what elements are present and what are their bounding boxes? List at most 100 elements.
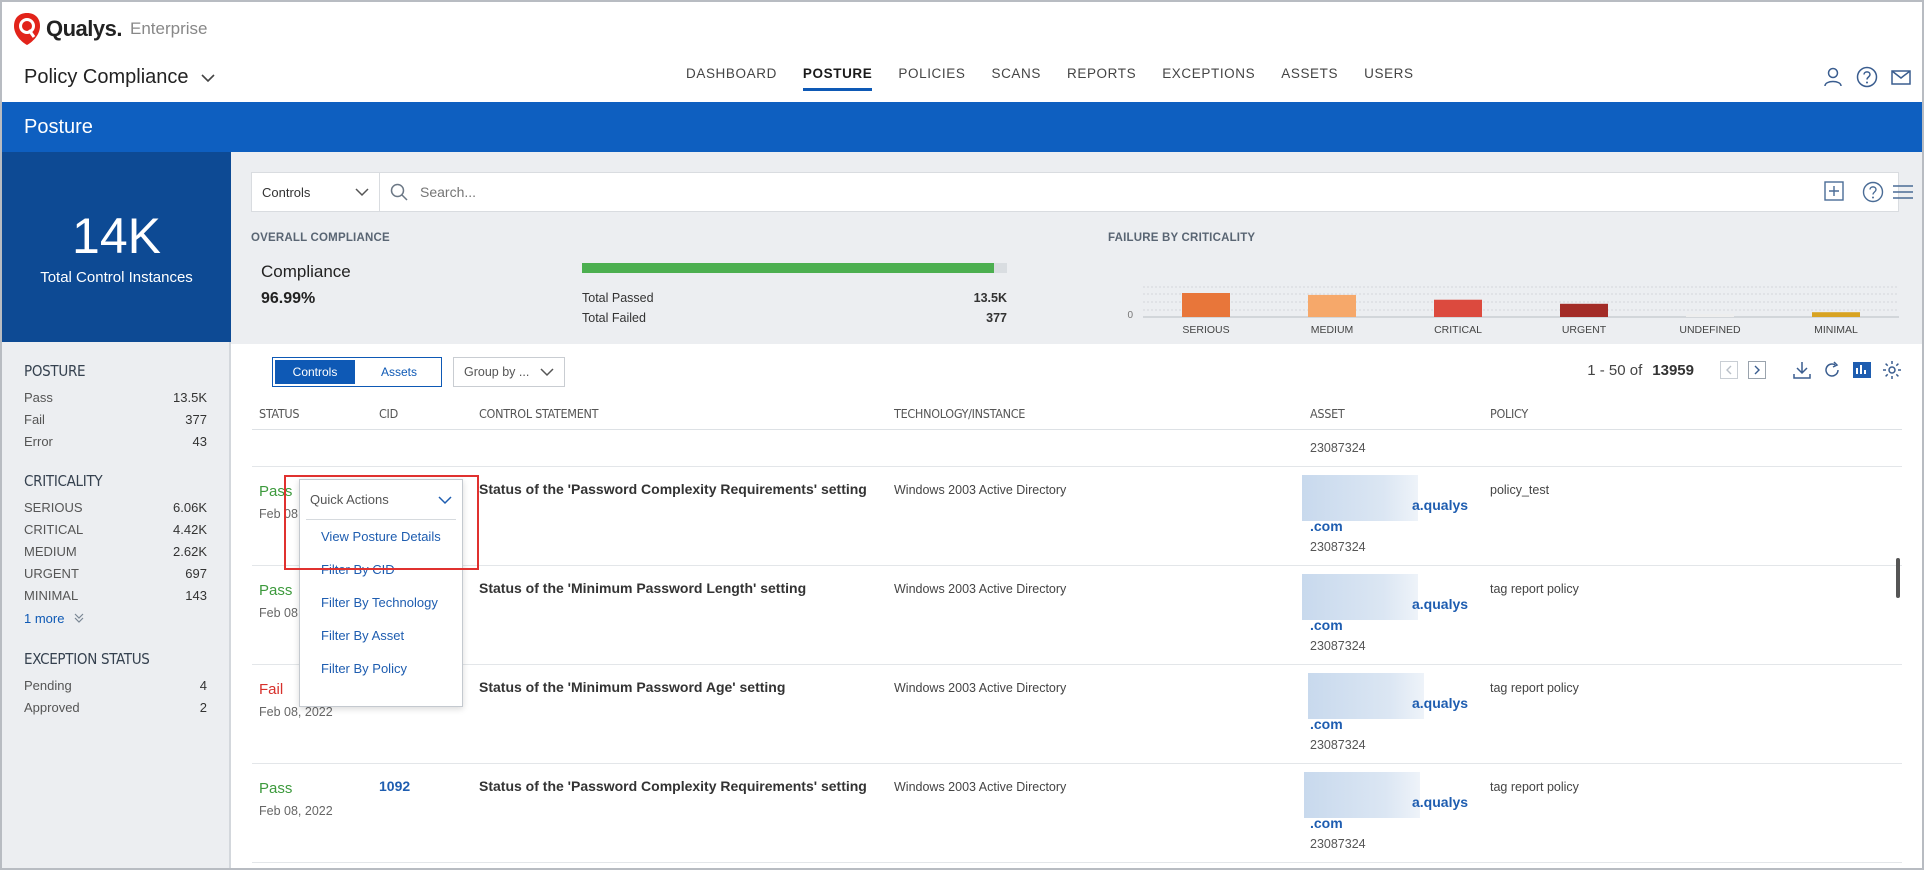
filter-medium[interactable]: MEDIUM 2.62K — [24, 540, 207, 562]
chevron-down-icon — [540, 368, 554, 377]
nav-dashboard[interactable]: DASHBOARD — [686, 66, 777, 81]
asset-host-link[interactable]: a.qualys — [1412, 695, 1469, 711]
chart-category-label: UNDEFINED — [1679, 324, 1741, 336]
nav-users[interactable]: USERS — [1364, 66, 1414, 81]
cid-link[interactable]: 1092 — [379, 778, 411, 794]
mail-icon[interactable] — [1890, 66, 1912, 88]
columns-icon[interactable] — [1852, 360, 1872, 380]
policy-name: policy_test — [1490, 483, 1550, 497]
column-header-technology[interactable]: TECHNOLOGY/INSTANCE — [894, 406, 1026, 421]
chevron-right-icon — [1754, 365, 1760, 375]
chart-bar-minimal — [1812, 312, 1860, 317]
table-row[interactable]: Pass Feb 08, 2022 1092 Status of the 'Pa… — [252, 764, 1902, 863]
asset-domain-link[interactable]: .com — [1310, 617, 1343, 633]
search-help-icon[interactable] — [1862, 181, 1884, 203]
summary-panel: Controls OVERALL COMPLIANCE Compliance 9… — [231, 152, 1922, 344]
filter-approved[interactable]: Approved 2 — [24, 696, 207, 718]
filter-count: 4.42K — [173, 521, 207, 537]
nav-policies[interactable]: POLICIES — [898, 66, 966, 81]
page-title-bar: Posture — [2, 102, 1922, 152]
filter-error[interactable]: Error 43 — [24, 430, 207, 452]
asset-host-link[interactable]: a.qualys — [1412, 596, 1469, 612]
group-by-select[interactable]: Group by ... — [453, 357, 565, 387]
brand-edition: Enterprise — [129, 19, 208, 38]
page-title: Posture — [24, 116, 93, 138]
show-more-link[interactable]: 1 more — [24, 606, 207, 630]
help-icon[interactable] — [1856, 66, 1878, 88]
download-icon[interactable] — [1792, 360, 1812, 380]
column-header-asset[interactable]: ASSET — [1310, 406, 1345, 421]
filter-label: MINIMAL — [24, 587, 79, 603]
settings-gear-icon[interactable] — [1882, 360, 1902, 380]
filter-fail[interactable]: Fail 377 — [24, 408, 207, 430]
nav-assets[interactable]: ASSETS — [1281, 66, 1339, 81]
filter-label: MEDIUM — [24, 543, 77, 559]
next-page-button[interactable] — [1748, 361, 1766, 379]
quick-actions-toggle[interactable]: Quick Actions — [306, 480, 456, 520]
menu-item-view-posture-details[interactable]: View Posture Details — [321, 529, 441, 544]
status-value: Pass — [259, 582, 293, 599]
asset-domain-link[interactable]: .com — [1310, 518, 1343, 534]
nav-scans[interactable]: SCANS — [991, 66, 1041, 81]
filter-count: 6.06K — [173, 499, 207, 515]
show-more-label: 1 more — [24, 610, 65, 626]
filter-critical[interactable]: CRITICAL 4.42K — [24, 518, 207, 540]
double-chevron-down-icon — [75, 613, 84, 623]
filter-pending[interactable]: Pending 4 — [24, 674, 207, 696]
header-icons — [1822, 66, 1912, 88]
filter-urgent[interactable]: URGENT 697 — [24, 562, 207, 584]
menu-icon[interactable] — [1892, 184, 1914, 200]
chart-category-label: URGENT — [1562, 324, 1607, 336]
total-control-instances-label: Total Control Instances — [40, 269, 193, 286]
table-row[interactable]: Pass Feb 08, 2022 1092 Status of the 'Pa… — [252, 467, 1902, 566]
add-query-icon[interactable] — [1824, 181, 1844, 201]
nav-posture[interactable]: POSTURE — [802, 66, 873, 91]
asset-host-link[interactable]: a.qualys — [1412, 497, 1469, 513]
table-row[interactable]: Fail Feb 08, 2022 Status of the 'Minimum… — [252, 665, 1902, 764]
column-header-status[interactable]: STATUS — [259, 406, 300, 421]
search-input[interactable] — [420, 184, 1824, 200]
total-passed-value: 13.5K — [973, 291, 1007, 305]
technology: Windows 2003 Active Directory — [894, 582, 1067, 596]
filter-label: SERIOUS — [24, 499, 83, 515]
filter-pass[interactable]: Pass 13.5K — [24, 386, 207, 408]
chevron-down-icon — [355, 188, 369, 197]
tab-assets[interactable]: Assets — [380, 365, 417, 379]
prev-page-button[interactable] — [1720, 361, 1738, 379]
column-header-control-statement[interactable]: CONTROL STATEMENT — [479, 406, 599, 421]
redacted-hostname — [1302, 475, 1418, 521]
filter-count: 697 — [185, 565, 207, 581]
filter-minimal[interactable]: MINIMAL 143 — [24, 584, 207, 606]
table-scrollbar-thumb[interactable] — [1896, 558, 1900, 598]
menu-item-filter-by-policy[interactable]: Filter By Policy — [321, 661, 407, 676]
filter-count: 143 — [185, 587, 207, 603]
nav-exceptions[interactable]: EXCEPTIONS — [1162, 66, 1256, 81]
menu-item-filter-by-technology[interactable]: Filter By Technology — [321, 595, 438, 610]
compliance-progress-fill — [582, 263, 995, 273]
column-header-cid[interactable]: CID — [379, 406, 398, 421]
app-switcher[interactable]: Policy Compliance — [24, 66, 215, 89]
column-header-policy[interactable]: POLICY — [1490, 406, 1528, 421]
menu-item-filter-by-asset[interactable]: Filter By Asset — [321, 628, 405, 643]
user-icon[interactable] — [1822, 66, 1844, 88]
table-row[interactable]: Pass Feb 08, 2022 Status of the 'Minimum… — [252, 566, 1902, 665]
nav-reports[interactable]: REPORTS — [1066, 66, 1137, 81]
filter-count: 2.62K — [173, 543, 207, 559]
filter-serious[interactable]: SERIOUS 6.06K — [24, 496, 207, 518]
technology: Windows 2003 Active Directory — [894, 681, 1067, 695]
compliance-value: 96.99% — [261, 290, 316, 307]
search-scope-select[interactable]: Controls — [252, 173, 380, 211]
asset-host-link[interactable]: a.qualys — [1412, 794, 1469, 810]
filter-label: Approved — [24, 699, 80, 715]
refresh-icon[interactable] — [1822, 360, 1842, 380]
asset-domain-link[interactable]: .com — [1310, 716, 1343, 732]
filter-count: 13.5K — [173, 389, 207, 405]
asset-domain-link[interactable]: .com — [1310, 815, 1343, 831]
qualys-logo[interactable]: Qualys. Enterprise — [12, 12, 207, 46]
control-statement: Status of the 'Password Complexity Requi… — [479, 481, 867, 497]
failure-by-criticality-chart: 0 SERIOUS MEDIUM CRITICAL URGENT UNDEFINED MIN… — [1127, 286, 1899, 336]
failure-by-criticality-caption: FAILURE BY CRITICALITY — [1108, 232, 1256, 244]
search-icon — [390, 183, 408, 201]
control-statement: Status of the 'Minimum Password Age' set… — [479, 679, 786, 695]
tab-controls[interactable]: Controls — [273, 358, 357, 386]
